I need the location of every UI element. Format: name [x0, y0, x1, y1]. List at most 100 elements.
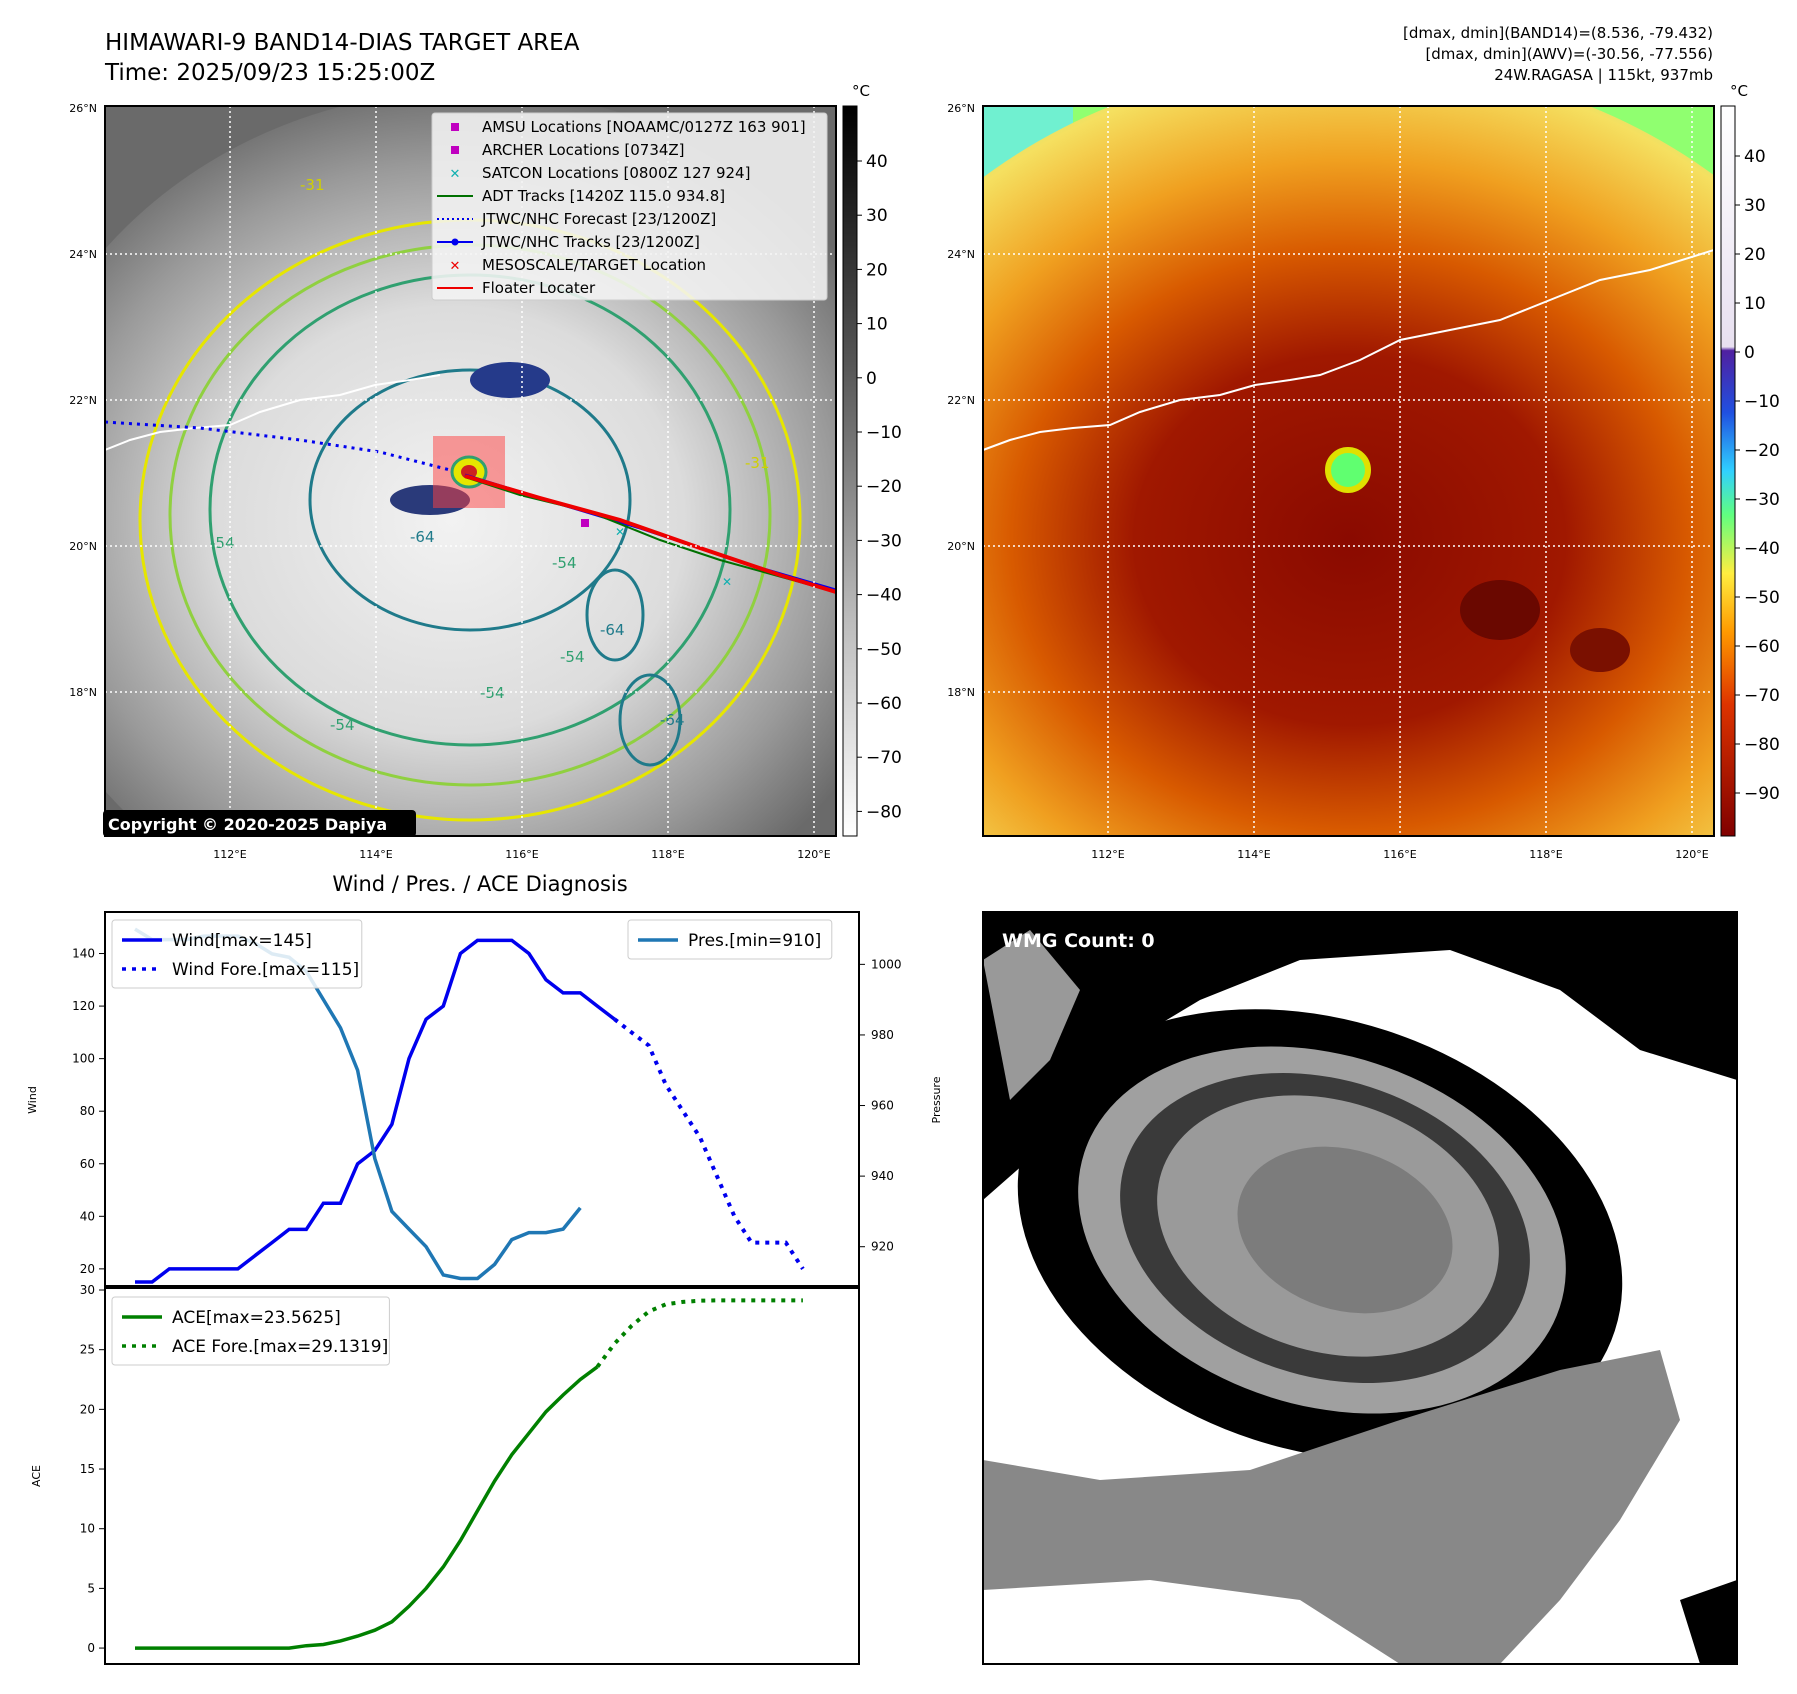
awv-colorbar: [1720, 105, 1736, 837]
ir-cbar-tick-label: 0: [866, 369, 877, 389]
adt-track: [464, 476, 836, 593]
ir-cbar-tick-label: −80: [866, 802, 902, 822]
awv-lat-tick: 24°N: [947, 248, 975, 261]
awv-lon-tick: 112°E: [1091, 848, 1124, 861]
y-tick-label: 30: [80, 1283, 95, 1297]
wind-ylabel: Wind: [26, 1086, 39, 1114]
chart-legend-box: [627, 919, 833, 960]
ir-colorbar-unit: °C: [852, 82, 870, 100]
y-tick-label: 20: [80, 1402, 95, 1416]
awv-lon-tick: 118°E: [1529, 848, 1562, 861]
awv-cbar-tick-label: 40: [1744, 147, 1766, 167]
wmg-frame: [982, 911, 1738, 1665]
ir-lat-tick: 24°N: [69, 248, 97, 261]
awv-axis-ticks: 26°N 24°N 22°N 20°N 18°N 112°E 114°E 116°E 118°E…: [947, 102, 1709, 861]
satcon-marker-2: ✕: [722, 575, 732, 589]
figure-title: HIMAWARI-9 BAND14-DIAS TARGET AREA: [105, 30, 580, 56]
y-tick-label: 40: [80, 1209, 95, 1223]
awv-colorbar-ticks: 40 30 20 10 0 −10 −20 −30 −40 −50 −60 −70 −80 −90: [1735, 147, 1780, 804]
contour-label: -54: [560, 648, 585, 666]
legend-marker: [451, 146, 459, 154]
awv-cbar-tick-label: −30: [1744, 490, 1780, 510]
ir-rainband-cell-south: [618, 673, 682, 767]
y2-tick-label: 1000: [871, 957, 902, 971]
figure-time: Time: 2025/09/23 15:25:00Z: [104, 60, 435, 86]
ir-colorbar-ticks: 40 30 20 10 0 −10 −20 −30 −40 −50 −60 −70 −80: [857, 152, 902, 822]
legend-box: [431, 112, 828, 301]
info-band14: [dmax, dmin](BAND14)=(8.536, -79.432): [1403, 24, 1713, 42]
contour-label: -64: [600, 621, 625, 639]
awv-cell-2: [1570, 628, 1630, 672]
awv-lat-tick: 22°N: [947, 394, 975, 407]
y-tick-label: 0: [87, 1641, 95, 1655]
y-tick-label: 100: [72, 1052, 95, 1066]
chart-legend-label: Pres.[min=910]: [688, 931, 821, 951]
legend-marker: ✕: [450, 259, 461, 274]
wmg-gray-band-south: [983, 1350, 1680, 1664]
info-storm: 24W.RAGASA | 115kt, 937mb: [1494, 66, 1713, 84]
chart-legend-label: Wind[max=145]: [172, 931, 312, 951]
wmg-panel: WMG Count: 0: [982, 911, 1738, 1665]
y2-tick-label: 940: [871, 1169, 894, 1183]
awv-cbar-tick-label: 10: [1744, 294, 1766, 314]
awv-cbar-tick-label: −40: [1744, 539, 1780, 559]
chart-legend-label: ACE[max=23.5625]: [172, 1308, 341, 1328]
ir-frame: [104, 105, 837, 837]
awv-cbar-tick-label: 20: [1744, 245, 1766, 265]
y2-tick-label: 960: [871, 1099, 894, 1113]
awv-gridlines: [983, 106, 1714, 836]
awv-colorbar-unit: °C: [1730, 82, 1748, 100]
legend-marker: [451, 123, 459, 131]
ir-cbar-tick-label: −40: [866, 586, 902, 606]
wmg-eye-core: [1237, 1146, 1453, 1314]
copyright-box: [103, 810, 416, 837]
wmg-gray-band: [983, 930, 1080, 1100]
awv-cbar-tick-label: −80: [1744, 735, 1780, 755]
ir-lon-tick: 118°E: [651, 848, 684, 861]
y-tick-label: 10: [80, 1522, 95, 1536]
ir-lon-tick: 112°E: [213, 848, 246, 861]
ir-cbar-tick-label: −10: [866, 423, 902, 443]
diagnosis-title: Wind / Pres. / ACE Diagnosis: [332, 872, 627, 896]
awv-lon-tick: 114°E: [1237, 848, 1270, 861]
floater-track: [464, 474, 836, 594]
chart-legend-box: [111, 919, 363, 989]
ir-lat-tick: 20°N: [69, 540, 97, 553]
info-awv: [dmax, dmin](AWV)=(-30.56, -77.556): [1425, 45, 1713, 63]
contour-label: -31: [300, 176, 325, 194]
awv-eye: [1325, 447, 1371, 493]
awv-cbar-tick-label: −10: [1744, 392, 1780, 412]
ir-cbar-tick-label: 30: [866, 206, 888, 226]
chart-legend-box: [111, 1296, 390, 1366]
y-tick-label: 140: [72, 947, 95, 961]
awv-cbar-tick-label: −20: [1744, 441, 1780, 461]
ir-cbar-tick-label: 20: [866, 260, 888, 280]
legend-marker-dot: [451, 238, 459, 246]
legend-marker: ✕: [450, 167, 461, 182]
contour-label: -64: [410, 528, 435, 546]
awv-lat-tick: 20°N: [947, 540, 975, 553]
ir-cbar-tick-label: −70: [866, 748, 902, 768]
ace-ylabel: ACE: [30, 1465, 43, 1487]
wmg-black-band-top: [983, 912, 1737, 1200]
ir-cbar-tick-label: 10: [866, 315, 888, 335]
awv-cbar-tick-label: 0: [1744, 343, 1755, 363]
chart-legend-label: Wind Fore.[max=115]: [172, 960, 359, 980]
chart-legend-label: ACE Fore.[max=29.1319]: [172, 1337, 388, 1357]
legend-label: JTWC/NHC Tracks [23/1200Z]: [481, 233, 700, 251]
awv-lon-tick: 120°E: [1675, 848, 1708, 861]
awv-cbar-tick-label: 30: [1744, 196, 1766, 216]
ir-lat-tick: 22°N: [69, 394, 97, 407]
ir-cbar-tick-label: −50: [866, 640, 902, 660]
ir-map-panel: ✕ ✕ -31 -54 -64 -54 -64 -54 -54 -31 -54 …: [69, 82, 902, 861]
ir-cold-cloud: [470, 362, 550, 398]
series-line: [135, 1365, 599, 1650]
y-tick-label: 20: [80, 1262, 95, 1276]
awv-storm: [983, 106, 1714, 836]
contour-label: -64: [660, 711, 685, 729]
legend-label: AMSU Locations [NOAAMC/0127Z 163 901]: [482, 118, 806, 136]
contour-label: -54: [330, 716, 355, 734]
awv-coastline: [983, 249, 1714, 451]
